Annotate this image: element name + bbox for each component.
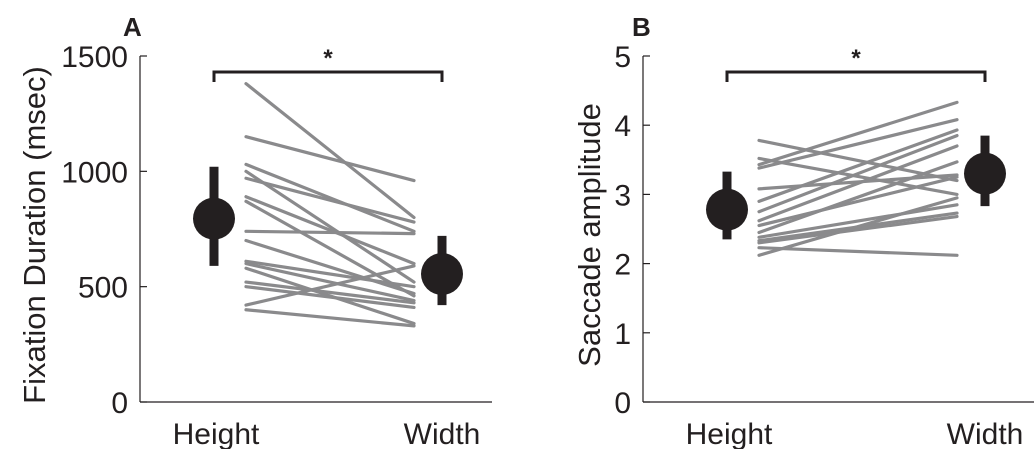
x-category-label: Width	[947, 418, 1024, 449]
subject-line	[244, 285, 416, 310]
y-tick-label: 0	[111, 387, 128, 420]
subject-line	[757, 144, 959, 223]
subject-line	[757, 203, 959, 239]
mean-marker	[193, 197, 235, 240]
y-tick-label: 1	[614, 318, 631, 351]
subject-line	[757, 246, 959, 257]
subject-line	[244, 264, 416, 307]
y-tick-label: 1000	[61, 156, 128, 189]
y-ticks: 0 1 2 3 4 5	[614, 41, 650, 420]
subject-line	[757, 196, 959, 257]
subject-line	[244, 280, 416, 305]
subject-line	[244, 262, 416, 303]
y-axis-title: Saccade amplitude	[572, 103, 607, 367]
significance-bracket	[212, 70, 444, 82]
x-category-label: Height	[686, 418, 773, 449]
y-tick-label: 5	[614, 41, 631, 74]
subject-line	[757, 214, 959, 245]
subject-lines	[757, 100, 959, 257]
mean-marker	[706, 188, 748, 231]
y-tick-label: 2	[614, 249, 631, 282]
subject-line	[757, 100, 959, 167]
y-tick-label: 4	[614, 110, 631, 143]
y-axis-title: Fixation Duration (msec)	[17, 66, 52, 404]
subject-lines	[244, 82, 416, 328]
subject-line	[757, 175, 959, 228]
mean-marker	[964, 152, 1006, 195]
subject-line	[244, 199, 416, 298]
subject-line	[757, 156, 959, 196]
subject-line	[757, 118, 959, 170]
panel-letter: A	[123, 12, 142, 42]
y-ticks: 0 500 1000 1500	[61, 41, 147, 420]
subject-line	[244, 162, 416, 233]
y-tick-label: 500	[78, 272, 128, 305]
subject-line	[757, 133, 959, 214]
x-category-label: Width	[404, 418, 481, 449]
panel-b: B Saccade amplitude 0 1 2 3 4 5 * Height Widt…	[572, 12, 1034, 449]
panel-letter: B	[632, 12, 651, 42]
mean-markers	[706, 135, 1006, 240]
subject-line	[244, 308, 416, 328]
mean-marker	[421, 252, 463, 295]
y-tick-label: 3	[614, 179, 631, 212]
mean-markers	[193, 166, 463, 306]
significance-star: *	[851, 45, 861, 72]
subject-line	[757, 160, 959, 235]
subject-line	[244, 238, 416, 296]
subject-line	[244, 229, 416, 236]
subject-line	[244, 169, 416, 284]
significance-bracket	[725, 70, 987, 82]
subject-line	[244, 259, 416, 289]
significance-star: *	[323, 45, 333, 72]
y-tick-label: 0	[614, 387, 631, 420]
subject-line	[244, 135, 416, 183]
x-category-label: Height	[173, 418, 260, 449]
subject-line	[244, 82, 416, 220]
panel-a: A Fixation Duration (msec) 050010001500 …	[17, 12, 492, 449]
y-tick-label: 1500	[61, 41, 128, 74]
subject-line	[757, 128, 959, 203]
subject-line	[244, 195, 416, 266]
subject-line	[244, 176, 416, 224]
